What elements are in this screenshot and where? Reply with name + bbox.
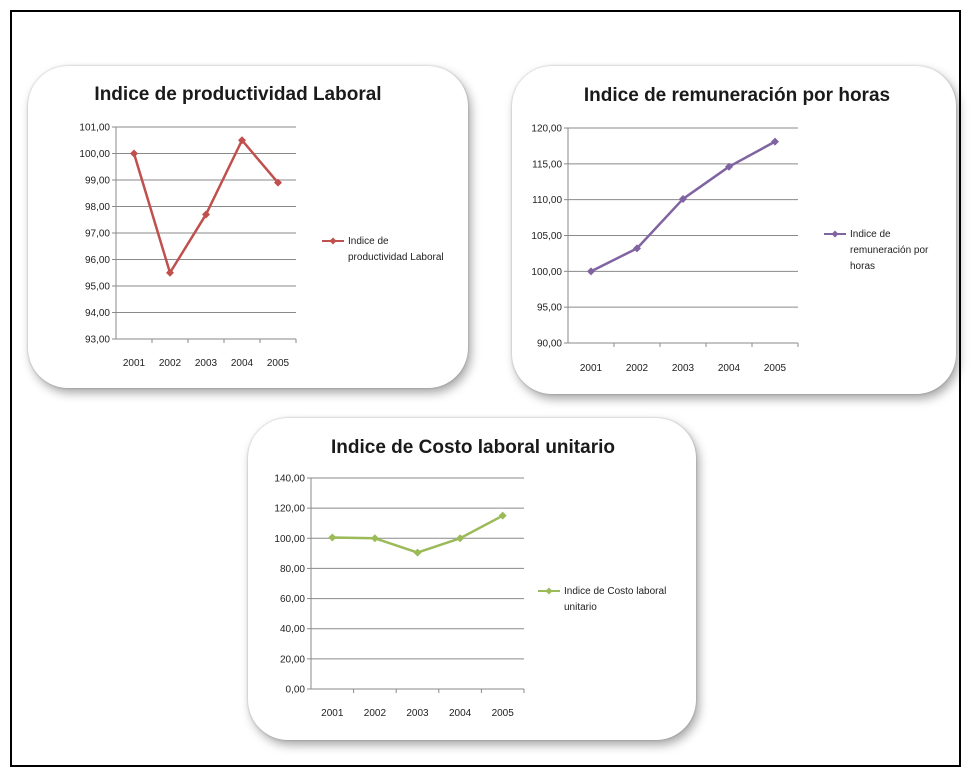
legend-swatch-marker <box>831 230 839 238</box>
y-tick-label: 96,00 <box>85 255 110 266</box>
legend-label: remuneración por <box>850 245 929 256</box>
legend-label: productividad Laboral <box>348 252 444 263</box>
data-point <box>456 534 465 543</box>
x-tick-label: 2005 <box>764 363 787 374</box>
data-point <box>633 244 641 253</box>
data-point <box>413 548 422 557</box>
y-tick-label: 93,00 <box>85 335 110 346</box>
legend-label: horas <box>850 261 875 272</box>
chart-card-costo-laboral: Indice de Costo laboral unitario 0,00 20,0… <box>248 418 696 740</box>
y-tick-label: 20,00 <box>280 654 305 665</box>
y-tick-label: 60,00 <box>280 594 305 605</box>
y-tick-label: 99,00 <box>85 176 110 187</box>
data-point <box>274 178 282 187</box>
x-tick-label: 2003 <box>672 363 695 374</box>
y-tick-label: 95,00 <box>537 303 562 314</box>
chart-title: Indice de Costo laboral unitario <box>331 437 615 458</box>
y-tick-label: 80,00 <box>280 564 305 575</box>
x-tick-label: 2001 <box>123 358 146 369</box>
chart-title: Indice de remuneración por horas <box>584 85 890 106</box>
x-tick-label: 2003 <box>195 358 218 369</box>
legend-label: Indice de <box>850 229 891 240</box>
data-point <box>328 533 337 542</box>
data-point <box>370 534 379 543</box>
x-tick-label: 2002 <box>364 708 387 719</box>
x-tick-label: 2004 <box>231 358 254 369</box>
chart-productividad: Indice de productividad Laboral 93,00 94,0… <box>79 84 444 369</box>
y-tick-label: 120,00 <box>274 504 305 515</box>
y-tick-label: 140,00 <box>274 474 305 485</box>
y-tick-label: 110,00 <box>532 195 562 206</box>
chart-card-remuneracion: Indice de remuneración por horas 90,00 95,… <box>512 66 956 394</box>
data-point <box>498 511 507 520</box>
y-tick-label: 115,00 <box>532 159 562 170</box>
y-tick-label: 90,00 <box>537 339 562 350</box>
y-tick-label: 100,00 <box>79 149 110 160</box>
x-tick-label: 2002 <box>159 358 182 369</box>
chart-costo-laboral: Indice de Costo laboral unitario 0,00 20,0… <box>274 437 666 719</box>
data-point <box>679 194 687 203</box>
y-tick-label: 95,00 <box>85 282 110 293</box>
x-tick-label: 2005 <box>492 708 515 719</box>
y-tick-label: 120,00 <box>531 124 562 135</box>
data-point <box>725 162 733 171</box>
chart-remuneracion: Indice de remuneración por horas 90,00 95,… <box>531 85 929 374</box>
x-tick-label: 2001 <box>321 708 344 719</box>
legend-label: Indice de Costo laboral <box>564 586 666 597</box>
data-point <box>587 267 595 276</box>
legend-swatch-marker <box>329 237 337 245</box>
x-tick-label: 2002 <box>626 363 649 374</box>
data-point <box>130 149 138 158</box>
series-line <box>332 514 504 554</box>
y-tick-label: 97,00 <box>85 229 110 240</box>
x-tick-label: 2003 <box>406 708 429 719</box>
y-tick-label: 94,00 <box>85 308 110 319</box>
y-tick-label: 100,00 <box>531 267 562 278</box>
data-point <box>166 268 174 277</box>
y-tick-label: 100,00 <box>274 534 305 545</box>
y-tick-label: 101,00 <box>79 123 110 134</box>
chart-card-productividad: Indice de productividad Laboral 93,00 94,0… <box>28 66 468 388</box>
y-tick-label: 40,00 <box>280 624 305 635</box>
data-point <box>202 210 210 219</box>
legend-swatch-marker <box>545 587 553 595</box>
legend-label: unitario <box>564 602 597 613</box>
data-point <box>238 136 246 145</box>
y-tick-label: 98,00 <box>85 202 110 213</box>
series-line <box>590 140 776 273</box>
y-tick-label: 0,00 <box>286 685 306 696</box>
legend-label: Indice de <box>348 236 389 247</box>
x-tick-label: 2004 <box>718 363 741 374</box>
data-point <box>771 137 779 146</box>
x-tick-label: 2004 <box>449 708 472 719</box>
chart-title: Indice de productividad Laboral <box>94 84 381 105</box>
x-tick-label: 2001 <box>580 363 603 374</box>
x-tick-label: 2005 <box>267 358 290 369</box>
y-tick-label: 105,00 <box>531 231 562 242</box>
